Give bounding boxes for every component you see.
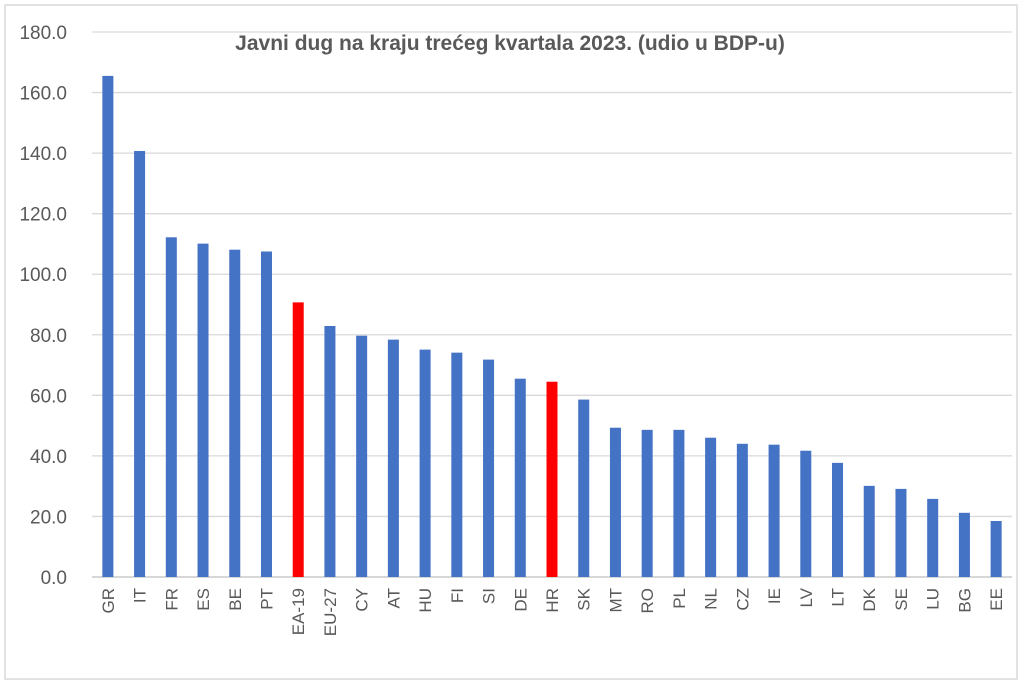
x-tick-label: CY: [353, 588, 372, 612]
bar-at: [387, 339, 399, 577]
y-tick-label: 140.0: [19, 144, 67, 165]
bar-mt: [609, 427, 621, 577]
y-tick-label: 160.0: [19, 84, 67, 105]
bar-hu: [419, 349, 431, 577]
x-tick-label: LU: [924, 588, 943, 610]
bar-lv: [800, 450, 812, 577]
bar-de: [514, 378, 526, 577]
x-tick-label: EE: [987, 588, 1006, 611]
bar-fi: [451, 352, 463, 577]
bar-ea-19: [292, 302, 304, 577]
y-tick-label: 20.0: [30, 507, 67, 528]
x-tick-label: HR: [543, 588, 562, 613]
x-tick-label: EU-27: [321, 588, 340, 636]
bar-si: [483, 359, 495, 577]
x-tick-label: SE: [892, 588, 911, 611]
bar-pt: [260, 251, 272, 577]
y-tick-label: 180.0: [19, 23, 67, 44]
x-tick-label: SK: [575, 587, 594, 610]
y-tick-label: 120.0: [19, 205, 67, 226]
x-tick-label: BG: [955, 588, 974, 613]
bar-pl: [673, 429, 685, 577]
bar-nl: [705, 437, 717, 577]
x-tick-label: FR: [162, 588, 181, 611]
bar-ro: [641, 429, 653, 577]
bar-lu: [927, 498, 939, 577]
bar-es: [197, 243, 209, 577]
x-tick-label: BE: [226, 588, 245, 611]
x-tick-label: MT: [606, 588, 625, 613]
x-tick-label: HU: [416, 588, 435, 613]
x-tick-label: FI: [448, 588, 467, 603]
bar-cz: [736, 443, 748, 577]
x-tick-label: CZ: [733, 588, 752, 611]
x-tick-label: IE: [765, 588, 784, 604]
y-tick-label: 0.0: [41, 568, 67, 589]
y-tick-label: 80.0: [30, 326, 67, 347]
chart-title: Javni dug na kraju trećeg kvartala 2023.…: [235, 32, 785, 55]
bar-gr: [102, 75, 114, 578]
x-tick-label: IT: [131, 588, 150, 603]
x-tick-label: SI: [480, 588, 499, 604]
bar-it: [134, 150, 146, 577]
x-tick-label: DE: [511, 588, 530, 612]
bar-eu-27: [324, 325, 336, 577]
x-tick-label: LT: [829, 588, 848, 607]
y-tick-label: 60.0: [30, 386, 67, 407]
bar-ie: [768, 444, 780, 577]
bar-cy: [356, 335, 368, 577]
chart-frame: [4, 4, 1018, 680]
x-tick-label: PT: [257, 588, 276, 610]
bar-bg: [958, 512, 970, 577]
x-tick-label: LV: [797, 587, 816, 607]
x-tick-label: EA-19: [289, 588, 308, 635]
y-tick-label: 40.0: [30, 447, 67, 468]
x-tick-label: DK: [860, 587, 879, 611]
y-tick-label: 100.0: [19, 265, 67, 286]
x-tick-label: NL: [702, 588, 721, 610]
bar-se: [895, 488, 907, 577]
bar-sk: [578, 399, 590, 577]
x-tick-label: PL: [670, 588, 689, 609]
bar-ee: [990, 520, 1002, 577]
x-tick-label: RO: [638, 588, 657, 614]
bar-be: [229, 249, 241, 578]
x-tick-label: ES: [194, 588, 213, 611]
bar-dk: [863, 485, 875, 577]
x-tick-label: AT: [384, 588, 403, 608]
bar-lt: [832, 462, 844, 577]
x-tick-label: GR: [99, 588, 118, 614]
bar-hr: [546, 381, 558, 577]
bar-fr: [165, 237, 177, 578]
